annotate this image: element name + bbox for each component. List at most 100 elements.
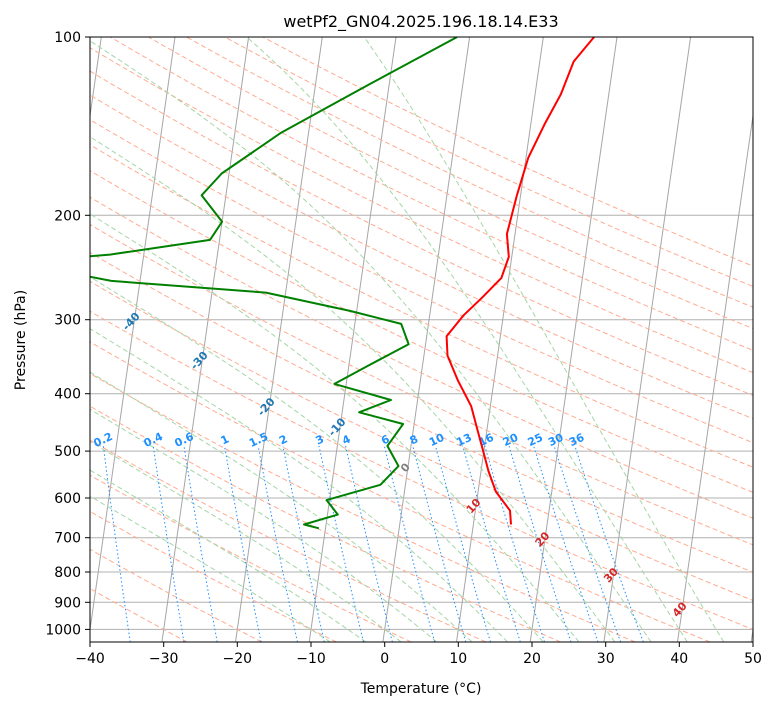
moist-adiabat-line — [363, 37, 725, 642]
dry-adiabat-line — [90, 223, 753, 546]
x-tick-label: 0 — [380, 651, 389, 667]
moist-adiabat-line — [90, 495, 331, 642]
moist-adiabat-line — [90, 136, 616, 642]
isotherm-grid — [90, 37, 753, 642]
moist-adiabat-line — [246, 37, 688, 642]
dry-adiabat-line — [148, 37, 753, 330]
dry-adiabats — [90, 37, 753, 642]
moist-adiabat-line — [90, 213, 580, 642]
mixing-ratio-label: 0.2 — [92, 430, 115, 450]
mixing-ratio-line — [508, 445, 572, 642]
x-tick-label: 20 — [523, 651, 541, 667]
isobar-grid — [90, 37, 753, 630]
mixing-ratio-line — [574, 445, 644, 642]
x-tick-label: 10 — [449, 651, 467, 667]
temperature-profile-line — [445, 37, 595, 525]
dry-adiabat-line — [90, 280, 753, 601]
moist-adiabats — [90, 37, 725, 642]
mixing-ratio-line — [553, 445, 622, 642]
mixing-ratio-lines — [102, 445, 644, 642]
dry-adiabat-line — [90, 548, 262, 642]
y-tick-label: 500 — [54, 444, 81, 460]
mixing-ratio-line — [435, 445, 491, 642]
chart-title: wetPf2_GN04.2025.196.18.14.E33 — [283, 12, 558, 32]
mixing-ratio-label: 4 — [340, 432, 353, 447]
x-tick-label: −40 — [75, 651, 105, 667]
mixing-ratio-line — [318, 445, 364, 642]
moist-adiabat-line — [90, 328, 508, 642]
mixing-ratio-label: 36 — [567, 431, 587, 449]
dry-adiabat-line — [90, 372, 636, 642]
dry-adiabat-line — [90, 144, 753, 468]
x-tick-label: 30 — [597, 651, 615, 667]
dry-adiabat-line — [90, 474, 412, 642]
x-axis-ticks: −40 −30 −20 −10 0 10 20 30 40 50 — [75, 642, 762, 667]
isotherm-line — [456, 37, 544, 642]
dry-adiabat-line — [90, 510, 337, 642]
x-tick-label: −20 — [223, 651, 253, 667]
mixing-ratio-line — [462, 445, 521, 642]
dry-adiabat-label: 20 — [533, 529, 553, 549]
x-tick-label: −10 — [296, 651, 326, 667]
mixing-ratio-line — [412, 445, 467, 642]
mixing-ratio-line — [345, 445, 393, 642]
dry-adiabat-line — [90, 94, 753, 420]
y-tick-label: 600 — [54, 491, 81, 507]
sounding-series — [90, 37, 595, 530]
mixing-ratio-label: 3 — [314, 432, 326, 447]
isotherm-line — [529, 37, 618, 642]
y-tick-label: 900 — [54, 595, 81, 611]
zero-label: 0 — [398, 460, 413, 475]
y-tick-label: 700 — [54, 531, 81, 547]
mixing-ratio-line — [282, 445, 325, 642]
isotherm-line — [161, 37, 250, 642]
dry-adiabat-line — [109, 37, 753, 351]
dry-adiabat-line — [90, 310, 753, 630]
mixing-ratio-label: 10 — [427, 431, 447, 449]
dry-adiabat-line — [90, 119, 753, 444]
moist-adiabat-line — [90, 440, 402, 642]
mixing-ratio-line — [183, 445, 218, 642]
dry-adiabat-line — [262, 37, 753, 267]
isotherm-line — [308, 37, 397, 642]
x-tick-label: −30 — [149, 651, 179, 667]
moist-adiabat-line — [90, 276, 544, 642]
mixing-ratio-label: 0.6 — [173, 430, 196, 450]
moist-adiabat-label: -30 — [188, 349, 211, 373]
mixing-ratio-label: 20 — [501, 431, 521, 449]
mixing-ratio-line — [102, 445, 131, 642]
x-tick-label: 50 — [744, 651, 762, 667]
mixing-ratio-line — [257, 445, 298, 642]
mixing-ratio-line — [224, 445, 262, 642]
x-tick-label: 40 — [670, 651, 688, 667]
mixing-ratio-label: 1.5 — [247, 430, 270, 450]
y-tick-label: 800 — [54, 565, 81, 581]
mixing-ratio-line — [533, 445, 599, 642]
moist-adiabat-line — [90, 469, 367, 642]
dry-adiabat-line — [90, 170, 753, 493]
mixing-ratio-line — [383, 445, 436, 642]
mixing-ratio-line — [152, 445, 185, 642]
mixing-ratio-label: 30 — [546, 431, 566, 449]
dry-adiabat-line — [186, 37, 753, 308]
moist-adiabat-label: -50 — [53, 260, 76, 284]
y-tick-label: 300 — [54, 313, 81, 329]
isotherm-line — [603, 37, 692, 642]
plot-area: 0.10.20.40.611.52346810131620253036-100-… — [53, 37, 753, 642]
mixing-ratio-line — [484, 445, 545, 642]
moist-adiabat-label: -40 — [120, 310, 143, 334]
dry-adiabat-line — [90, 341, 711, 642]
dry-adiabat-line — [90, 70, 753, 396]
isotherm-line — [382, 37, 471, 642]
moist-adiabat-label: -20 — [255, 395, 278, 419]
dewpoint-profile-line — [90, 37, 458, 530]
isotherm-line — [677, 112, 753, 642]
y-tick-label: 100 — [54, 30, 81, 46]
isotherm-line — [750, 625, 753, 642]
mixing-ratio-label: 13 — [454, 431, 473, 449]
y-tick-label: 200 — [54, 208, 81, 224]
dry-adiabat-line — [90, 47, 753, 374]
y-tick-label: 400 — [54, 387, 81, 403]
y-axis-label: Pressure (hPa) — [13, 290, 29, 390]
